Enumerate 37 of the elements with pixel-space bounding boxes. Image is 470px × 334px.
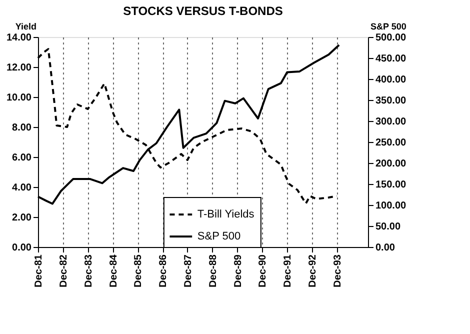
y-tick-label: 10.00 (6, 92, 32, 104)
y2-tick-label: 450.00 (376, 54, 407, 64)
x-tick-label: Dec-84 (108, 254, 120, 288)
legend-label: T-Bill Yields (197, 208, 255, 220)
x-tick-label: Dec-93 (332, 254, 344, 288)
y2-tick-label: 150.00 (376, 180, 407, 190)
y2-tick-label: 350.00 (376, 96, 407, 106)
y2-tick-label: 400.00 (376, 74, 407, 86)
y2-tick-label: 200.00 (376, 158, 407, 170)
y-tick-label: 6.00 (12, 152, 32, 164)
y-axis-title: Yield (15, 22, 36, 32)
y2-tick-label: 500.00 (376, 32, 407, 44)
x-tick-label: Dec-83 (83, 254, 94, 288)
y-tick-label: 12.00 (6, 62, 32, 74)
x-tick-label: Dec-86 (158, 254, 170, 288)
x-tick-label: Dec-85 (133, 254, 144, 288)
x-tick-label: Dec-82 (58, 254, 70, 288)
y2-tick-label: 100.00 (376, 200, 407, 212)
y-tick-label: 0.00 (12, 242, 32, 254)
x-tick-label: Dec-88 (208, 254, 219, 288)
y-tick-label: 4.00 (12, 182, 32, 194)
x-tick-label: Dec-87 (182, 254, 194, 288)
chart-title: STOCKS VERSUS T-BONDS (123, 4, 283, 18)
y-tick-label: 14.00 (6, 32, 32, 44)
x-tick-label: Dec-91 (282, 254, 294, 288)
x-tick-label: Dec-92 (308, 254, 319, 288)
y-tick-label: 2.00 (12, 212, 32, 224)
x-tick-label: Dec-89 (232, 254, 244, 288)
y2-axis-title: S&P 500 (370, 22, 406, 32)
x-tick-label: Dec-90 (258, 254, 269, 288)
y2-tick-label: 250.00 (376, 138, 407, 148)
y2-tick-label: 50.00 (376, 222, 401, 232)
legend-label: S&P 500 (197, 230, 241, 242)
x-tick-label: Dec-81 (34, 254, 44, 288)
y2-tick-label: 300.00 (376, 116, 407, 128)
y2-tick-label: 0.00 (376, 242, 396, 254)
y-tick-label: 8.00 (12, 122, 32, 134)
